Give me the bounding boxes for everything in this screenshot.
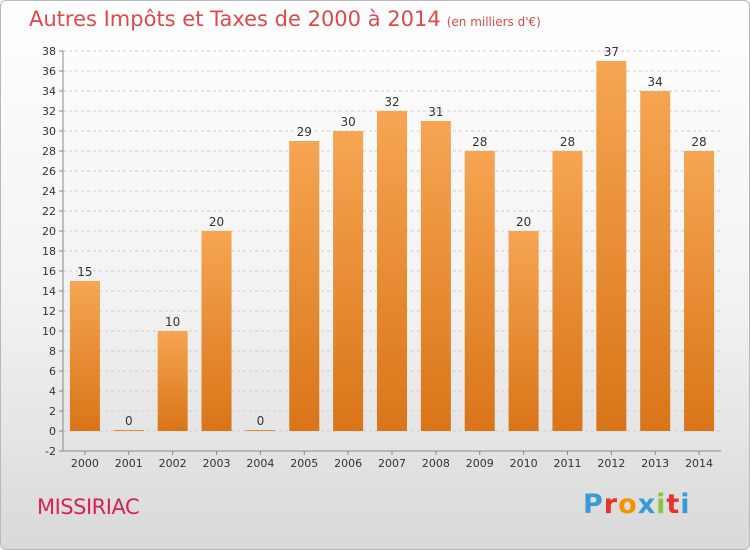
bar <box>464 151 495 431</box>
x-tick-label: 2014 <box>685 457 713 470</box>
data-label: 20 <box>516 215 531 229</box>
y-tick-label: 4 <box>49 385 56 398</box>
y-tick-label: 24 <box>42 185 56 198</box>
y-tick-label: 30 <box>42 125 56 138</box>
bar <box>289 141 320 431</box>
logo-letter: i <box>656 489 667 520</box>
x-tick-label: 2004 <box>246 457 274 470</box>
bar <box>333 131 364 431</box>
y-tick-label: 18 <box>42 245 56 258</box>
chart-unit: (en milliers d'€) <box>446 15 541 29</box>
x-tick-label: 2007 <box>378 457 406 470</box>
bar <box>684 151 715 431</box>
y-tick-label: 8 <box>49 345 56 358</box>
x-tick-label: 2000 <box>71 457 99 470</box>
y-tick-label: 2 <box>49 405 56 418</box>
y-tick-label: 20 <box>42 225 56 238</box>
data-label: 28 <box>560 135 575 149</box>
bar <box>113 430 144 431</box>
x-tick-label: 2009 <box>466 457 494 470</box>
data-label: 31 <box>428 105 443 119</box>
y-tick-label: -2 <box>45 445 56 458</box>
data-label: 20 <box>209 215 224 229</box>
x-tick-label: 2008 <box>422 457 450 470</box>
data-label: 0 <box>257 414 265 428</box>
logo-letter: o <box>618 489 638 520</box>
data-label: 37 <box>604 45 619 59</box>
y-tick-label: 10 <box>42 325 56 338</box>
bar <box>640 91 671 431</box>
x-tick-label: 2012 <box>597 457 625 470</box>
bar <box>157 331 188 431</box>
data-label: 28 <box>472 135 487 149</box>
y-tick-label: 34 <box>42 85 56 98</box>
x-tick-label: 2006 <box>334 457 362 470</box>
x-tick-label: 2011 <box>553 457 581 470</box>
bar <box>420 121 451 431</box>
bar <box>201 231 232 431</box>
logo-letter: t <box>666 489 681 520</box>
x-tick-label: 2005 <box>290 457 318 470</box>
data-label: 0 <box>125 414 133 428</box>
y-tick-label: 14 <box>42 285 56 298</box>
y-tick-label: 0 <box>49 425 56 438</box>
y-tick-label: 36 <box>42 65 56 78</box>
logo-letter: P <box>583 489 604 520</box>
commune-name: MISSIRIAC <box>37 495 140 519</box>
y-tick-label: 22 <box>42 205 56 218</box>
bar <box>245 430 276 431</box>
data-label: 32 <box>384 95 399 109</box>
chart-title-text: Autres Impôts et Taxes de 2000 à 2014 <box>29 7 441 31</box>
data-label: 28 <box>691 135 706 149</box>
y-tick-label: 6 <box>49 365 56 378</box>
x-tick-label: 2003 <box>203 457 231 470</box>
y-tick-label: 32 <box>42 105 56 118</box>
y-tick-label: 16 <box>42 265 56 278</box>
data-label: 10 <box>165 315 180 329</box>
logo-letter: r <box>603 489 619 520</box>
logo-letter: x <box>637 489 657 520</box>
chart-title: Autres Impôts et Taxes de 2000 à 2014 (en… <box>29 7 541 31</box>
data-label: 30 <box>340 115 355 129</box>
x-tick-label: 2010 <box>510 457 538 470</box>
data-label: 34 <box>648 75 663 89</box>
y-tick-label: 38 <box>42 45 56 58</box>
bar <box>596 61 627 431</box>
logo-letter: i <box>680 489 691 520</box>
x-tick-label: 2013 <box>641 457 669 470</box>
proxiti-logo: Proxiti <box>583 489 691 520</box>
bar <box>377 111 407 431</box>
bar <box>508 231 539 431</box>
data-label: 29 <box>297 125 312 139</box>
bar <box>69 281 100 431</box>
bar <box>552 151 583 431</box>
x-tick-label: 2002 <box>159 457 187 470</box>
data-label: 15 <box>77 265 92 279</box>
x-tick-label: 2001 <box>115 457 143 470</box>
y-tick-label: 26 <box>42 165 56 178</box>
y-tick-label: 28 <box>42 145 56 158</box>
y-tick-label: 12 <box>42 305 56 318</box>
